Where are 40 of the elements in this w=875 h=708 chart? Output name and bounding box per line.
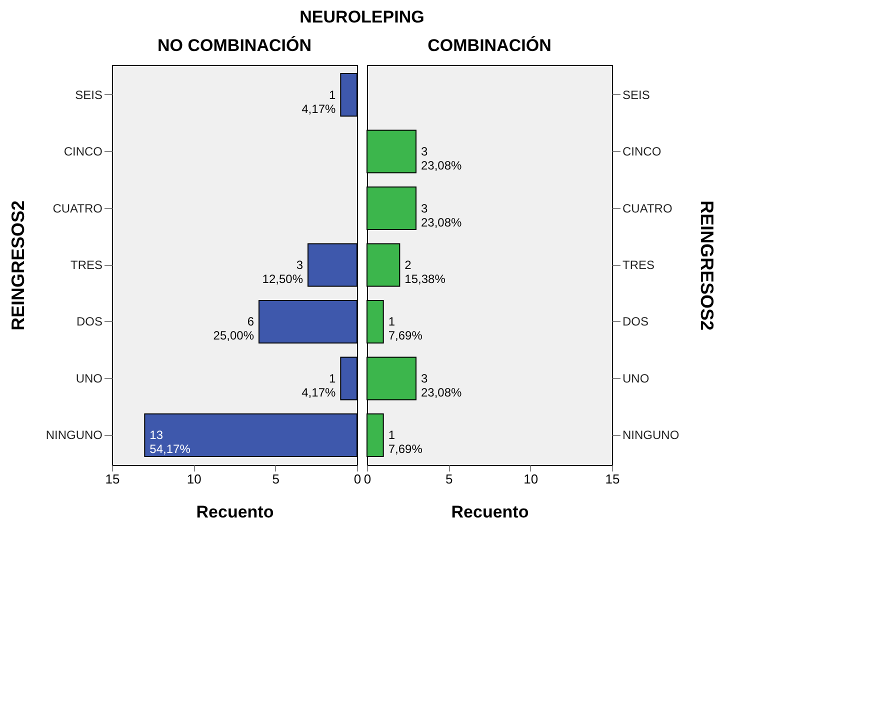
y-tick-label: UNO <box>622 371 650 386</box>
y-tick-label: CINCO <box>64 144 102 159</box>
data-label: 6 25,00% <box>213 314 254 343</box>
data-label: 3 23,08% <box>421 201 462 230</box>
y-tick-label: SEIS <box>622 88 650 102</box>
data-label: 3 12,50% <box>262 258 304 286</box>
x-tick-label: 15 <box>105 472 120 486</box>
data-label: 1 7,69% <box>388 428 423 456</box>
y-tick-label: CUATRO <box>52 201 102 216</box>
x-axis-title: Recuento <box>451 502 529 522</box>
y-tick-label: TRES <box>70 258 102 272</box>
x-tick-label: 5 <box>272 472 280 486</box>
y-tick-label: CINCO <box>622 144 662 159</box>
chart-title: NO COMBINACIÓN <box>158 35 312 55</box>
y-tick-label: SEIS <box>75 88 102 102</box>
x-tick-label: 15 <box>605 472 620 486</box>
data-label: 2 15,38% <box>404 258 446 286</box>
x-tick-label: 0 <box>354 472 362 486</box>
x-tick-label: 5 <box>446 472 453 486</box>
data-label: 1 4,17% <box>302 88 336 116</box>
data-label: 3 23,08% <box>421 144 462 173</box>
chart-title: COMBINACIÓN <box>428 35 552 55</box>
x-axis-title: Recuento <box>196 502 274 522</box>
y-tick-label: NINGUNO <box>46 428 102 442</box>
y-tick-label: CUATRO <box>622 201 672 216</box>
y-axis-title: REINGRESOS2 <box>697 200 718 331</box>
data-label: 3 23,08% <box>421 371 462 400</box>
text: NEUROLEPING <box>300 8 424 26</box>
data-label: 1 7,69% <box>388 314 423 343</box>
y-tick-label: DOS <box>622 314 649 329</box>
y-tick-label: UNO <box>76 371 102 386</box>
data-label: 1 4,17% <box>302 371 336 400</box>
x-tick-label: 0 <box>364 472 372 486</box>
x-tick-label: 10 <box>186 472 202 486</box>
y-axis-title: REINGRESOS2 <box>8 200 28 331</box>
y-tick-label: DOS <box>76 314 102 329</box>
x-tick-label: 10 <box>524 472 538 486</box>
data-label: 13 54,17% <box>150 428 191 456</box>
y-tick-label: NINGUNO <box>622 428 680 442</box>
y-tick-label: TRES <box>622 258 655 272</box>
